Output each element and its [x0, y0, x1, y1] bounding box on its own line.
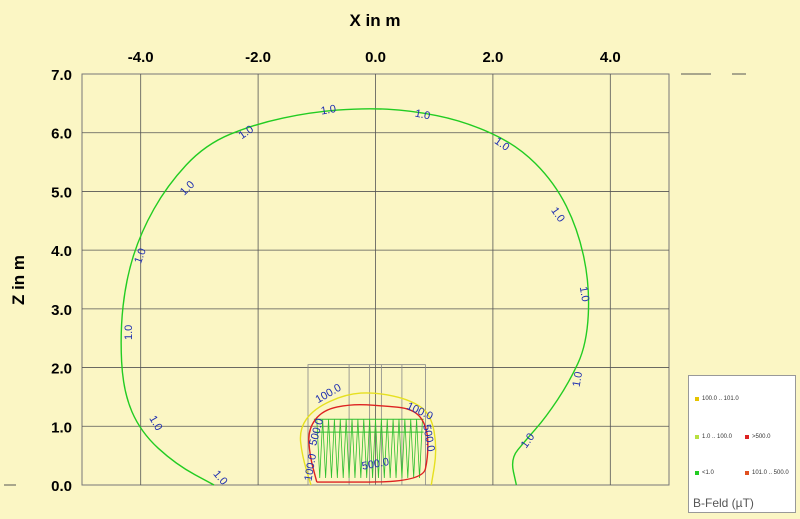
legend-swatch — [745, 471, 749, 475]
legend-swatch — [695, 435, 699, 439]
contour-lines — [120, 108, 590, 486]
contour-label: 500.0 — [420, 423, 437, 452]
contour-label: 1.0 — [132, 247, 149, 265]
legend-swatch — [695, 471, 699, 475]
x-tick-label: -2.0 — [245, 49, 271, 66]
y-tick-label: 3.0 — [51, 302, 72, 319]
legend-title: B-Feld (µT) — [693, 496, 754, 510]
y-tick-label: 0.0 — [51, 478, 72, 495]
contour-label: 500.0 — [361, 456, 390, 473]
contour-label: 1.0 — [577, 286, 591, 303]
y-tick-labels: 0.0 1.0 2.0 3.0 4.0 5.0 6.0 7.0 — [51, 67, 72, 495]
coil-structure — [307, 364, 426, 486]
x-tick-label: 0.0 — [365, 49, 386, 66]
legend-label: 100.0 .. 101.0 — [702, 396, 739, 402]
y-tick-label: 5.0 — [51, 184, 72, 201]
y-tick-label: 6.0 — [51, 126, 72, 143]
legend-label: >500.0 — [752, 434, 771, 440]
coil-frame — [307, 364, 426, 486]
y-tick-label: 7.0 — [51, 67, 72, 84]
contour-label: 100.0 — [303, 453, 320, 482]
contour-label: 1.0 — [320, 103, 337, 117]
contour-line-1.0 — [120, 108, 590, 486]
legend-item: 1.0 .. 100.0 — [695, 434, 732, 440]
contour-line-500.0 — [308, 403, 429, 483]
contour-label: 1.0 — [571, 371, 585, 388]
legend-item: <1.0 — [695, 470, 714, 476]
legend-swatch — [745, 435, 749, 439]
x-tick-label: -4.0 — [128, 49, 154, 66]
legend-item: 101.0 .. 500.0 — [745, 470, 789, 476]
contour-label: 1.0 — [414, 108, 431, 123]
legend-label: 1.0 .. 100.0 — [702, 434, 733, 440]
legend-item: 100.0 .. 101.0 — [695, 396, 739, 402]
legend-item: >500.0 — [745, 434, 771, 440]
x-tick-label: 4.0 — [600, 49, 621, 66]
grid-lines — [82, 74, 669, 485]
contour-line-100.0 — [299, 392, 437, 486]
y-tick-label: 1.0 — [51, 419, 72, 436]
y-tick-label: 2.0 — [51, 361, 72, 378]
x-tick-label: 2.0 — [482, 49, 503, 66]
y-tick-label: 4.0 — [51, 243, 72, 260]
legend-swatch — [695, 397, 699, 401]
contour-label: 1.0 — [123, 325, 135, 340]
legend: 100.0 .. 101.0 1.0 .. 100.0 >500.0 <1.0 101.… — [688, 375, 796, 513]
y-axis-label: Z in m — [9, 255, 28, 305]
legend-label: 101.0 .. 500.0 — [752, 470, 789, 476]
x-axis-label: X in m — [349, 11, 400, 30]
x-tick-labels: -4.0 -2.0 0.0 2.0 4.0 — [128, 49, 621, 66]
legend-label: <1.0 — [702, 470, 714, 476]
